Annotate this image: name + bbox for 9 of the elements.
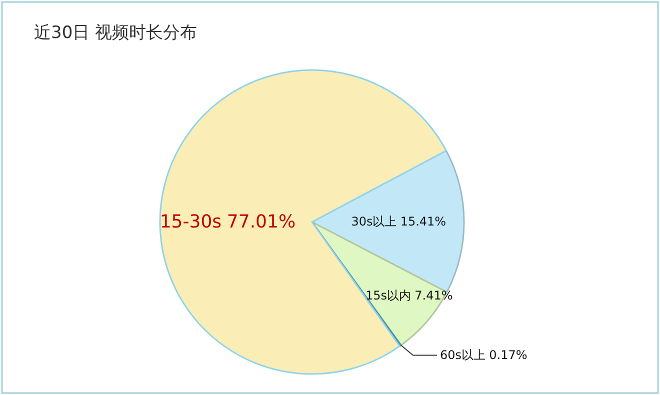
slice-label: 15-30s: [160, 212, 222, 232]
data-label: 15.41%: [400, 214, 446, 229]
slice-label: 60s以上: [440, 348, 486, 362]
slice-label: 30s以上: [351, 214, 397, 229]
chart-title: 近30日 视频时长分布: [34, 23, 198, 43]
data-label: 7.41%: [414, 288, 453, 303]
slice-label: 15s以内: [366, 288, 412, 303]
data-label: 0.17%: [489, 348, 528, 362]
data-label: 77.01%: [226, 212, 296, 232]
